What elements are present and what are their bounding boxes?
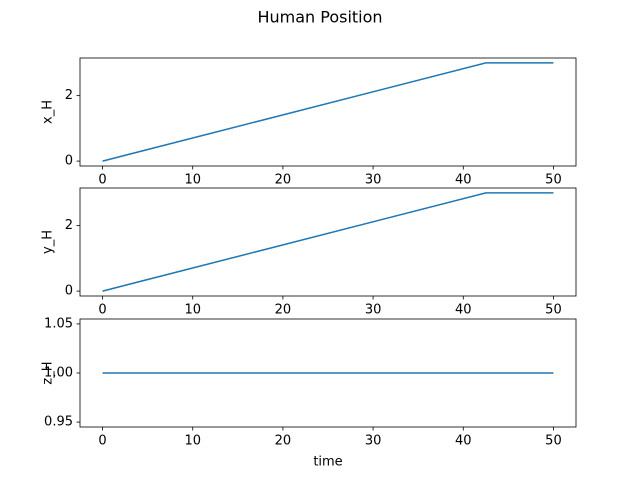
x-tick-label: 20 — [275, 303, 292, 318]
x-tick-label: 0 — [98, 173, 106, 188]
y-tick-label: 0 — [65, 154, 73, 169]
x-tick-label: 50 — [545, 434, 562, 449]
data-line — [102, 62, 554, 162]
x-tick-label: 30 — [365, 173, 382, 188]
y-axis-label: x_H — [41, 100, 56, 124]
y-tick-label: 2 — [65, 218, 73, 233]
axes-frame — [79, 57, 577, 167]
x-tick-label: 40 — [455, 303, 472, 318]
y-tick-label: 2 — [65, 88, 73, 103]
data-line — [102, 192, 554, 292]
axes-frame — [79, 187, 577, 297]
x-tick-label: 30 — [365, 303, 382, 318]
figure-title: Human Position — [257, 8, 382, 27]
x-tick-label: 10 — [184, 434, 201, 449]
x-tick-label: 40 — [455, 434, 472, 449]
x-tick-label: 20 — [275, 434, 292, 449]
x-tick-label: 50 — [545, 303, 562, 318]
x-tick-label: 0 — [98, 434, 106, 449]
x-tick-label: 0 — [98, 303, 106, 318]
y-tick-label: 0 — [65, 284, 73, 299]
x-tick-label: 50 — [545, 173, 562, 188]
x-axis-label: time — [313, 455, 342, 470]
x-tick-label: 40 — [455, 173, 472, 188]
x-tick-label: 20 — [275, 173, 292, 188]
y-tick-label: 1.05 — [44, 316, 73, 331]
x-tick-label: 10 — [184, 173, 201, 188]
x-tick-label: 30 — [365, 434, 382, 449]
y-axis-label: y_H — [41, 230, 56, 254]
y-axis-label: z_H — [41, 361, 56, 384]
x-tick-label: 10 — [184, 303, 201, 318]
y-tick-label: 1.00 — [44, 366, 73, 381]
y-tick-label: 0.95 — [44, 415, 73, 430]
